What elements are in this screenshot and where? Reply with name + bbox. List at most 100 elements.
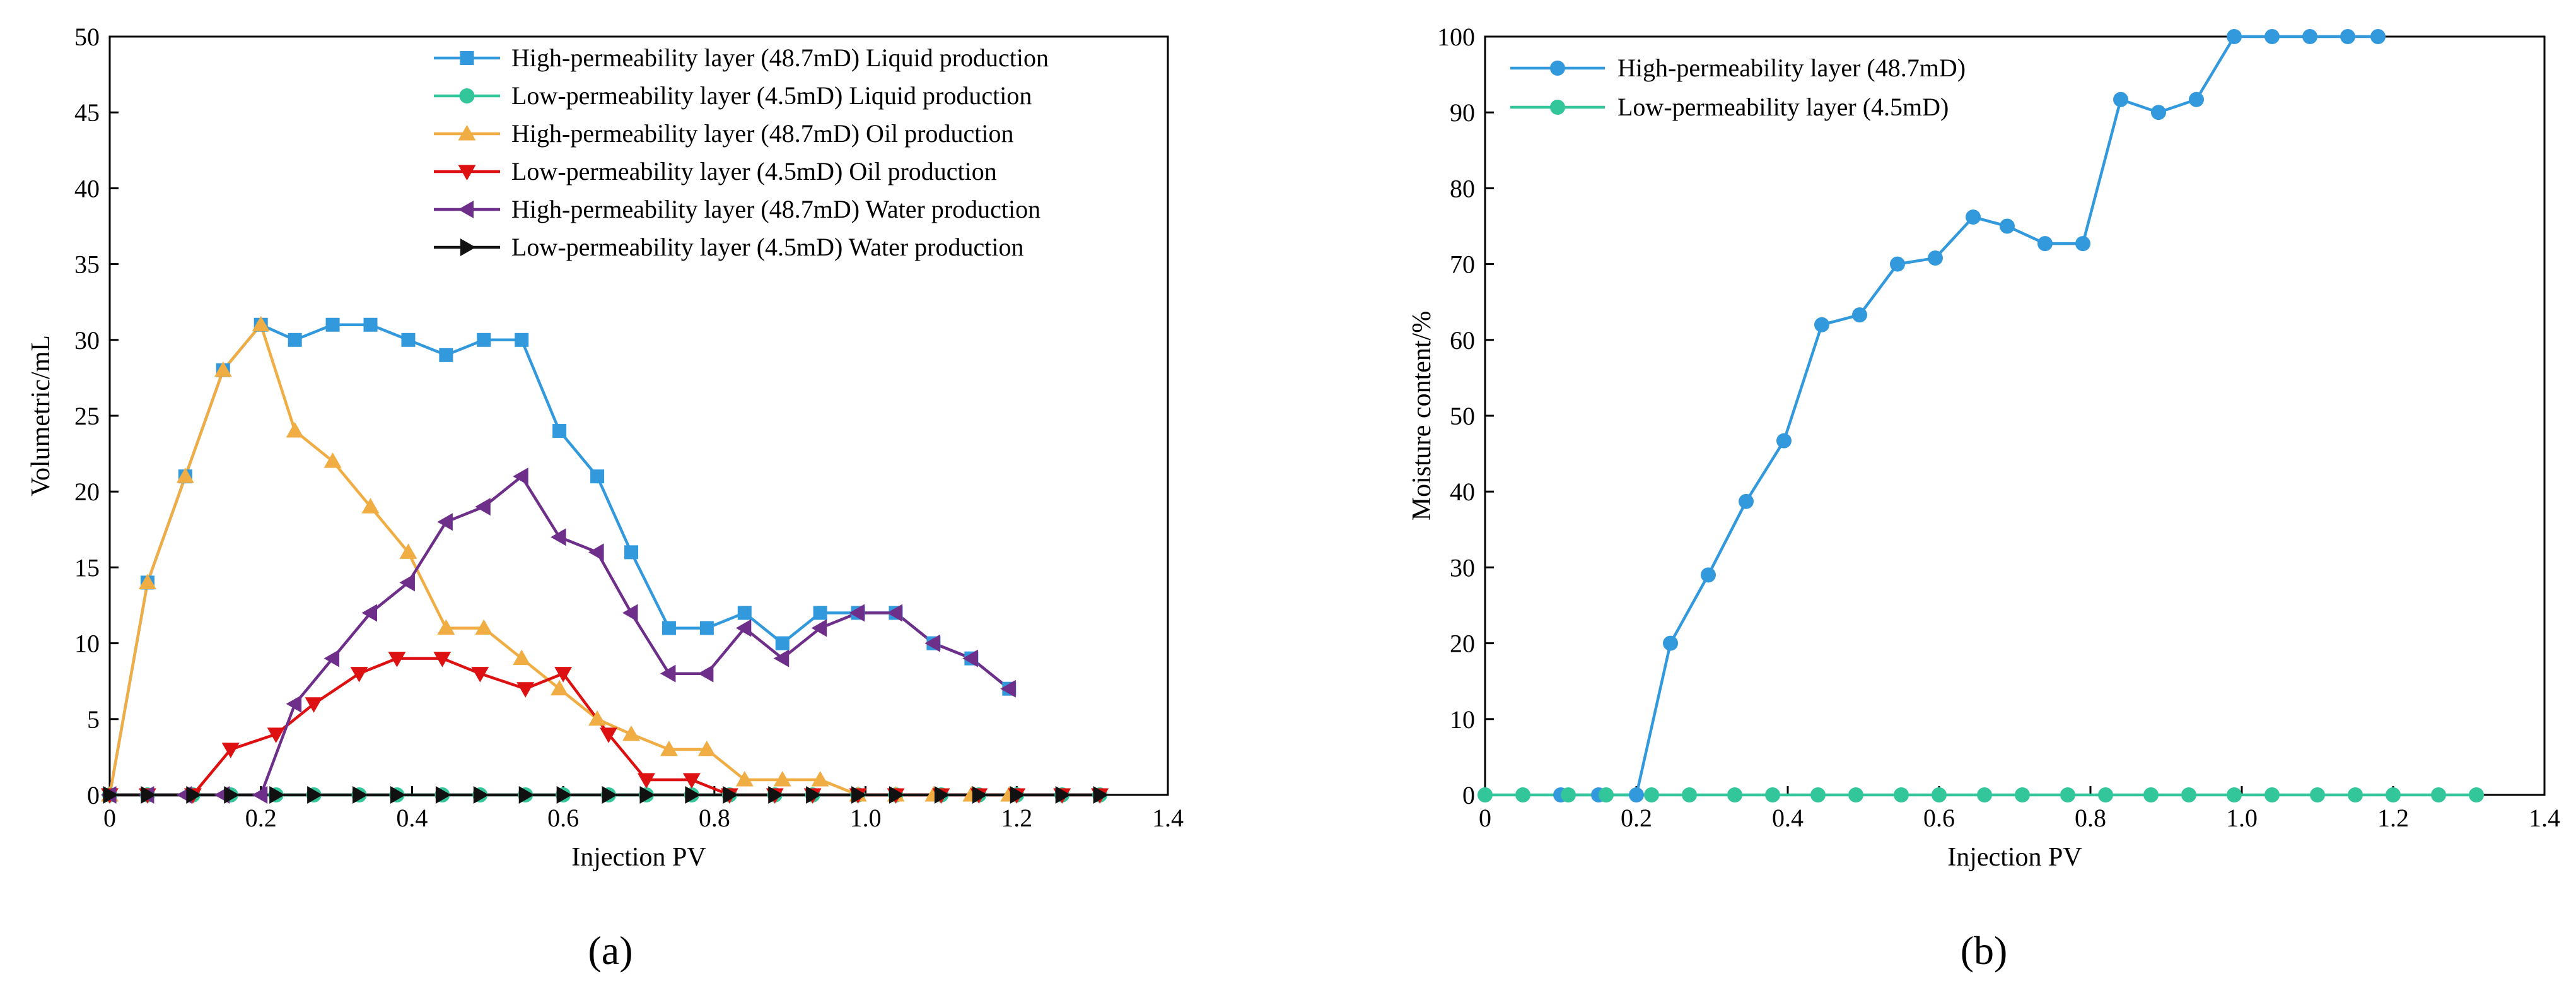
data-point-a-1 xyxy=(552,424,567,438)
data-point-b-1 xyxy=(2037,236,2053,252)
data-point-b-2 xyxy=(2348,787,2363,802)
data-point-b-1 xyxy=(1776,433,1792,449)
data-point-b-1 xyxy=(2000,218,2015,234)
data-point-a-5 xyxy=(361,604,378,622)
legend-label: Low-permeability layer (4.5mD) Water pro… xyxy=(511,233,1023,261)
y-tick-label: 80 xyxy=(1450,174,1475,203)
data-point-a-6 xyxy=(889,786,905,804)
x-tick-label: 1.2 xyxy=(1001,804,1032,832)
data-point-a-5 xyxy=(1000,679,1016,698)
legend-swatch-marker xyxy=(459,88,475,103)
data-point-a-5 xyxy=(286,695,302,713)
x-tick-label: 1.0 xyxy=(850,804,882,832)
data-point-a-5 xyxy=(551,528,566,546)
data-point-a-4 xyxy=(682,773,701,789)
data-point-a-6 xyxy=(141,786,156,804)
legend-item-b-2: Low-permeability layer (4.5mD) xyxy=(1510,93,1949,121)
data-point-a-6 xyxy=(518,786,535,804)
panel-label-a: (a) xyxy=(588,928,632,973)
data-point-a-4 xyxy=(554,667,573,683)
data-point-b-1 xyxy=(1814,317,1829,332)
data-point-a-6 xyxy=(224,786,240,804)
legend-item-a-3: High-permeability layer (48.7mD) Oil pro… xyxy=(434,119,1013,148)
data-point-b-1 xyxy=(1928,250,1943,266)
x-tick-label: 1.4 xyxy=(1152,804,1184,832)
data-point-b-2 xyxy=(1848,787,1863,802)
data-point-b-2 xyxy=(1644,787,1659,802)
legend-swatch-marker xyxy=(1550,61,1565,76)
x-tick-label: 0.2 xyxy=(1621,804,1652,832)
legend-swatch-marker xyxy=(458,201,474,218)
data-point-b-1 xyxy=(1852,307,1867,323)
legend-item-a-1: High-permeability layer (48.7mD) Liquid … xyxy=(434,44,1049,72)
legend-swatch-marker xyxy=(458,125,476,141)
data-point-a-1 xyxy=(775,636,790,650)
y-tick-label: 10 xyxy=(1450,705,1475,734)
data-point-b-2 xyxy=(1515,787,1530,802)
data-point-b-2 xyxy=(2264,787,2280,802)
data-point-a-5 xyxy=(399,573,415,592)
data-point-a-3 xyxy=(437,619,455,635)
data-point-a-1 xyxy=(737,606,752,620)
y-tick-label: 30 xyxy=(1450,553,1475,582)
data-point-b-1 xyxy=(2302,29,2317,44)
data-point-a-1 xyxy=(288,332,302,347)
data-point-a-6 xyxy=(1093,786,1109,804)
data-point-a-3 xyxy=(323,452,342,468)
data-point-a-6 xyxy=(556,786,573,804)
data-point-b-2 xyxy=(2015,787,2030,802)
data-point-a-6 xyxy=(685,786,701,804)
data-point-a-3 xyxy=(252,315,270,332)
data-point-a-3 xyxy=(176,467,194,483)
data-point-a-5 xyxy=(924,634,940,652)
y-tick-label: 0 xyxy=(87,781,100,809)
y-tick-label: 25 xyxy=(74,402,100,430)
data-point-b-2 xyxy=(1932,787,1947,802)
data-point-a-3 xyxy=(773,770,791,787)
data-point-a-6 xyxy=(473,786,489,804)
x-tick-label: 1.2 xyxy=(2377,804,2409,832)
data-point-b-1 xyxy=(1663,635,1678,651)
x-tick-label: 0 xyxy=(1479,804,1491,832)
data-point-a-6 xyxy=(934,786,950,804)
x-tick-label: 0.8 xyxy=(699,804,730,832)
data-point-a-5 xyxy=(252,786,268,804)
data-point-a-6 xyxy=(806,786,822,804)
data-point-a-6 xyxy=(768,786,784,804)
data-point-a-5 xyxy=(588,543,604,561)
data-point-b-1 xyxy=(1629,787,1644,802)
data-point-a-1 xyxy=(439,348,453,362)
data-point-a-1 xyxy=(477,332,491,347)
data-point-a-4 xyxy=(471,667,489,683)
data-point-b-1 xyxy=(2151,105,2166,120)
data-point-a-1 xyxy=(325,317,340,332)
data-point-b-1 xyxy=(1966,209,1981,225)
data-point-b-1 xyxy=(2075,236,2090,252)
plot-area-a xyxy=(108,35,1169,796)
x-axis-title-b: Injection PV xyxy=(1947,843,2082,872)
data-point-a-5 xyxy=(735,619,752,637)
data-point-a-1 xyxy=(661,621,676,635)
y-tick-label: 50 xyxy=(74,23,100,51)
data-point-b-1 xyxy=(2340,29,2355,44)
legend-swatch-marker xyxy=(1550,100,1565,115)
data-point-a-3 xyxy=(513,649,531,666)
y-tick-label: 0 xyxy=(1462,781,1475,809)
y-tick-label: 40 xyxy=(1450,478,1475,506)
data-point-a-5 xyxy=(437,513,453,531)
data-point-a-6 xyxy=(186,786,202,804)
data-point-b-1 xyxy=(2264,29,2280,44)
legend-item-b-1: High-permeability layer (48.7mD) xyxy=(1510,54,1966,82)
data-point-a-4 xyxy=(305,697,323,713)
legend-label: Low-permeability layer (4.5mD) Liquid pr… xyxy=(511,81,1032,110)
x-tick-label: 0.6 xyxy=(1923,804,1955,832)
x-tick-label: 0 xyxy=(103,804,116,832)
data-point-a-3 xyxy=(361,498,380,514)
data-point-a-5 xyxy=(513,467,528,486)
data-point-a-5 xyxy=(887,604,903,622)
data-point-a-3 xyxy=(475,619,493,635)
data-point-a-4 xyxy=(433,652,452,667)
data-point-a-1 xyxy=(515,332,529,347)
data-point-a-5 xyxy=(660,664,676,683)
data-point-a-5 xyxy=(622,604,638,622)
